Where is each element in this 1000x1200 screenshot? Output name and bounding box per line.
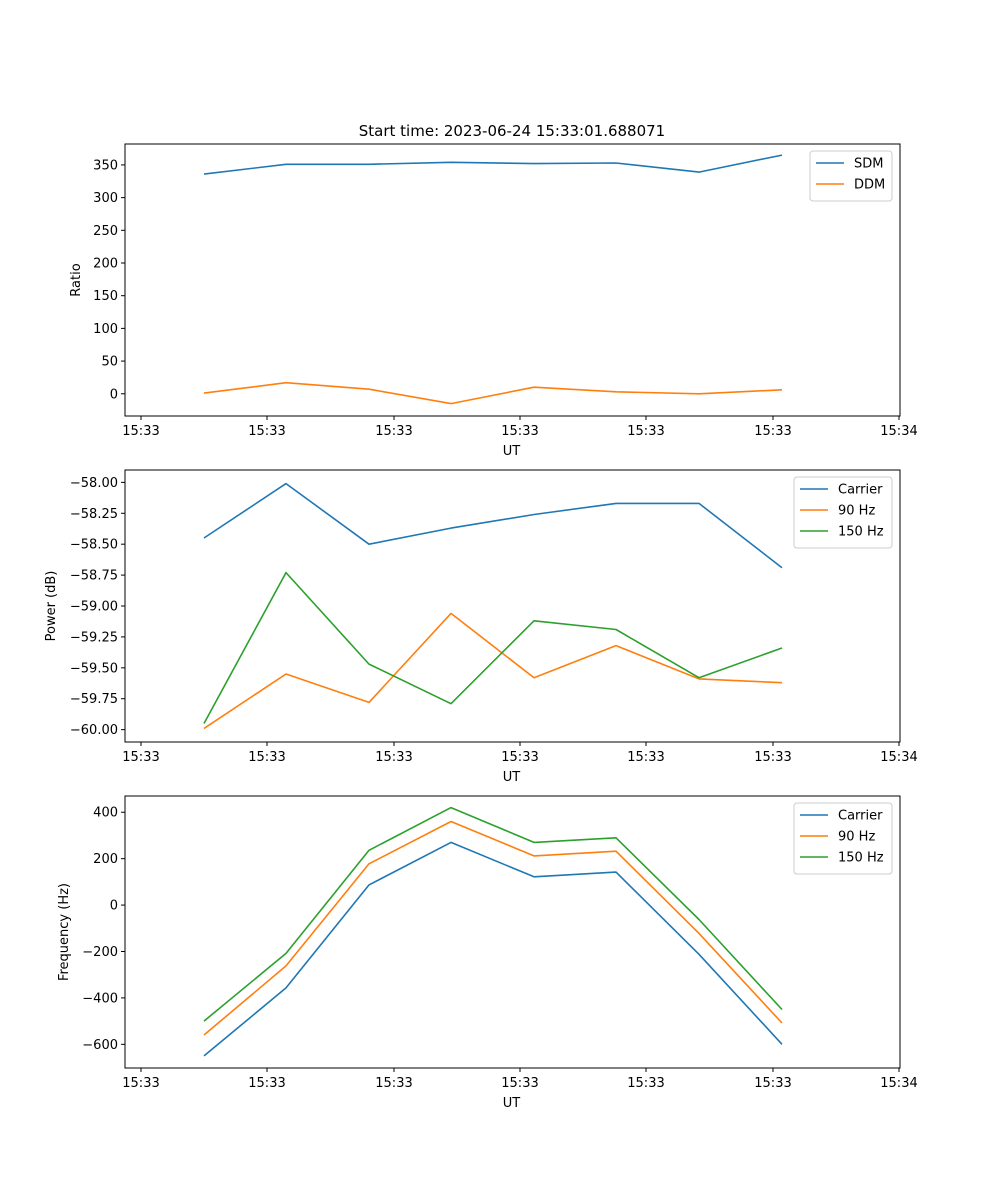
axes-frame bbox=[124, 143, 901, 417]
legend-entry: DDM bbox=[854, 178, 885, 193]
y-tick-label: −600 bbox=[82, 1038, 118, 1053]
series-line-90-hz bbox=[203, 612, 783, 730]
y-tick-label: 150 bbox=[93, 289, 118, 304]
legend-entry: 150 Hz bbox=[838, 851, 884, 866]
series-line-carrier bbox=[203, 841, 783, 1057]
x-tick-label: 15:33 bbox=[501, 1076, 538, 1091]
y-tick-label: 250 bbox=[93, 224, 118, 239]
y-tick-label: −58.50 bbox=[70, 538, 118, 553]
x-tick-label: 15:33 bbox=[375, 424, 412, 439]
y-tick-label: 200 bbox=[93, 852, 118, 867]
y-tick-label: 50 bbox=[101, 355, 118, 370]
y-tick-label: 350 bbox=[93, 158, 118, 173]
x-tick-label: 15:33 bbox=[122, 424, 159, 439]
x-tick-label: 15:33 bbox=[501, 750, 538, 765]
y-tick-label: −58.75 bbox=[70, 569, 118, 584]
y-tick-label: 0 bbox=[110, 899, 118, 914]
x-tick-label: 15:34 bbox=[880, 424, 917, 439]
y-tick-label: −59.25 bbox=[70, 630, 118, 645]
series-line-150-hz bbox=[203, 571, 783, 724]
figure-title: Start time: 2023-06-24 15:33:01.688071 bbox=[359, 122, 665, 140]
y-tick-label: −59.75 bbox=[70, 692, 118, 707]
x-tick-label: 15:33 bbox=[375, 750, 412, 765]
legend-entry: Carrier bbox=[838, 809, 883, 824]
axes-frame bbox=[124, 795, 901, 1069]
x-tick-label: 15:33 bbox=[122, 750, 159, 765]
x-tick-label: 15:33 bbox=[501, 424, 538, 439]
series-line-90-hz bbox=[203, 820, 783, 1036]
y-tick-label: −58.25 bbox=[70, 507, 118, 522]
y-tick-label: 400 bbox=[93, 806, 118, 821]
y-axis-label: Power (dB) bbox=[44, 571, 59, 642]
x-tick-label: 15:33 bbox=[375, 1076, 412, 1091]
y-tick-label: −400 bbox=[82, 991, 118, 1006]
series-line-ddm bbox=[203, 381, 783, 405]
legend-entry: 90 Hz bbox=[838, 830, 875, 845]
y-tick-label: −58.00 bbox=[70, 476, 118, 491]
series-line-carrier bbox=[203, 482, 783, 569]
x-tick-label: 15:33 bbox=[754, 424, 791, 439]
plot-panel-1: 15:33 15:33 15:33 15:33 15:33 15:33 15:34 0 50 10… bbox=[69, 143, 918, 459]
legend-entry: 90 Hz bbox=[838, 504, 875, 519]
x-axis-label: UT bbox=[503, 770, 521, 785]
x-tick-label: 15:33 bbox=[754, 750, 791, 765]
y-tick-label: −59.00 bbox=[70, 600, 118, 615]
y-tick-label: −59.50 bbox=[70, 661, 118, 676]
x-tick-label: 15:33 bbox=[627, 750, 664, 765]
series-line-150-hz bbox=[203, 806, 783, 1022]
legend: SDM DDM bbox=[809, 150, 893, 202]
legend-entry: SDM bbox=[854, 157, 883, 172]
y-tick-label: 0 bbox=[110, 387, 118, 402]
x-tick-label: 15:33 bbox=[248, 1076, 285, 1091]
y-axis-label: Ratio bbox=[69, 263, 84, 296]
legend: Carrier 90 Hz 150 Hz bbox=[793, 476, 893, 549]
legend-entry: Carrier bbox=[838, 483, 883, 498]
plots: 15:33 15:33 15:33 15:33 15:33 15:33 15:34 0 50 10… bbox=[44, 143, 918, 1111]
x-tick-label: 15:34 bbox=[880, 1076, 917, 1091]
plot-panel-2: 15:33 15:33 15:33 15:33 15:33 15:33 15:34 −60.0… bbox=[44, 469, 918, 785]
x-tick-label: 15:33 bbox=[248, 424, 285, 439]
x-tick-label: 15:33 bbox=[627, 424, 664, 439]
x-tick-label: 15:33 bbox=[754, 1076, 791, 1091]
plot-panel-3: 15:33 15:33 15:33 15:33 15:33 15:33 15:34 −600 −… bbox=[57, 795, 918, 1111]
y-tick-label: −200 bbox=[82, 945, 118, 960]
series-line-sdm bbox=[203, 154, 783, 175]
x-axis-label: UT bbox=[503, 1096, 521, 1111]
y-tick-label: 300 bbox=[93, 191, 118, 206]
y-tick-label: 100 bbox=[93, 322, 118, 337]
x-axis-label: UT bbox=[503, 444, 521, 459]
x-tick-label: 15:33 bbox=[627, 1076, 664, 1091]
y-tick-label: −60.00 bbox=[70, 723, 118, 738]
legend: Carrier 90 Hz 150 Hz bbox=[793, 802, 893, 875]
x-tick-label: 15:33 bbox=[122, 1076, 159, 1091]
x-tick-label: 15:34 bbox=[880, 750, 917, 765]
x-tick-label: 15:33 bbox=[248, 750, 285, 765]
legend-entry: 150 Hz bbox=[838, 525, 884, 540]
y-tick-label: 200 bbox=[93, 257, 118, 272]
y-axis-label: Frequency (Hz) bbox=[57, 883, 72, 981]
